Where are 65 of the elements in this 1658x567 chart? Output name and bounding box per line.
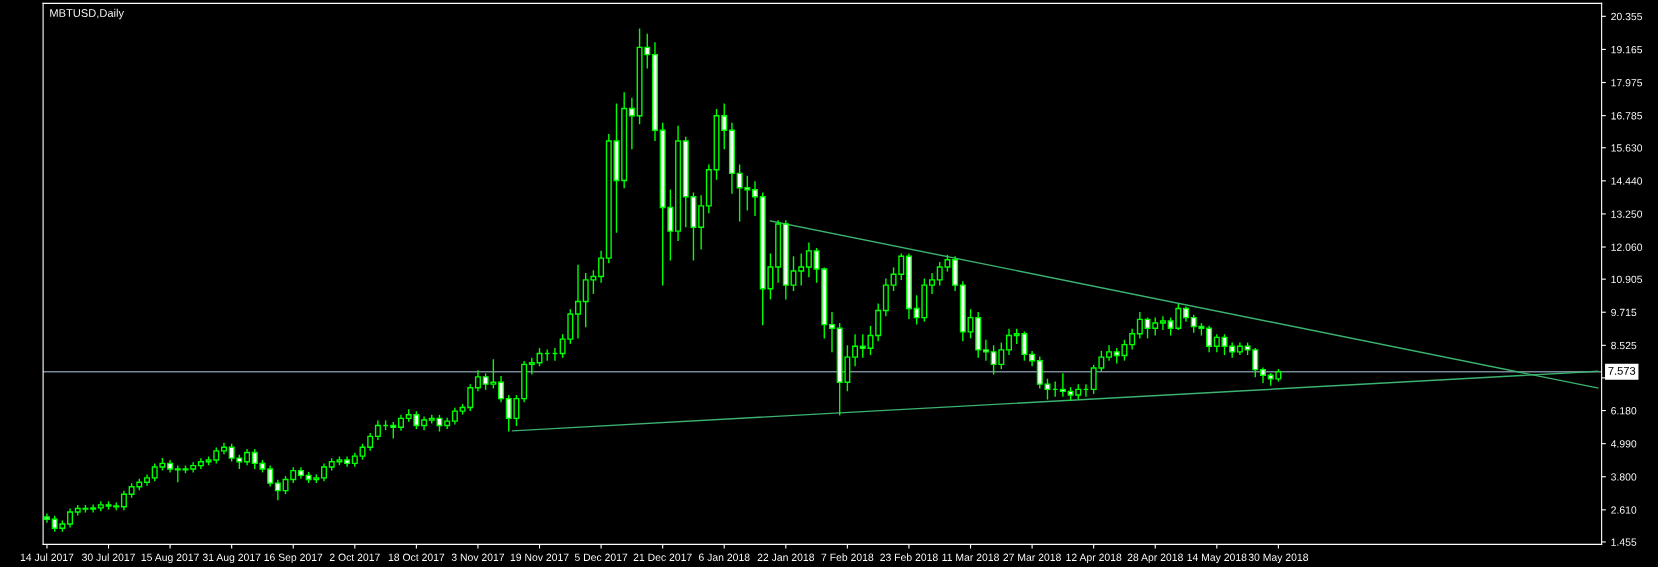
candlestick	[828, 311, 835, 353]
candlestick	[1206, 325, 1213, 353]
x-tick-label: 5 Dec 2017	[574, 553, 628, 561]
candlestick	[528, 357, 535, 375]
x-tick-label: 15 Aug 2017	[141, 553, 199, 564]
candlestick	[1006, 328, 1013, 356]
candlestick	[1136, 311, 1143, 339]
candlestick	[752, 181, 759, 217]
y-tick-label: 9.715	[1611, 308, 1637, 317]
y-tick-label: 17.975	[1611, 79, 1643, 87]
x-tick-label: 12 Apr 2018	[1066, 553, 1122, 564]
candlestick	[698, 195, 705, 250]
x-tick-label: 21 Dec 2017	[633, 553, 692, 561]
candlestick	[1106, 345, 1113, 361]
y-tick-label: 20.355	[1611, 12, 1643, 21]
x-tick-label: 27 Mar 2018	[1003, 553, 1061, 561]
candlestick	[120, 490, 127, 511]
x-tick-label: 16 Sep 2017	[264, 553, 323, 564]
y-tick-label: 1.455	[1611, 538, 1637, 546]
x-tick-label: 18 Oct 2017	[388, 553, 445, 561]
x-tick-label: 3 Nov 2017	[451, 553, 505, 561]
candlestick	[474, 370, 481, 392]
candlestick	[1159, 316, 1166, 331]
x-tick-label: 22 Jan 2018	[757, 553, 815, 561]
candlestick	[982, 339, 989, 361]
y-tick-label: 2.610	[1611, 506, 1637, 514]
y-tick-label: 4.990	[1610, 440, 1637, 448]
y-tick-label: 12.060	[1611, 243, 1643, 251]
candlestick	[90, 504, 97, 513]
y-tick-label: 6.180	[1611, 407, 1637, 415]
x-tick-label: 28 Apr 2018	[1127, 553, 1183, 564]
y-tick-label: 14.440	[1611, 177, 1643, 185]
candlestick	[575, 264, 582, 339]
y-tick-label: 15.630	[1611, 144, 1643, 152]
x-tick-label: 30 May 2018	[1248, 553, 1309, 564]
candlestick	[498, 375, 505, 403]
x-tick-label: 2 Oct 2017	[329, 553, 380, 561]
candlestick	[805, 242, 812, 278]
candlestick	[929, 273, 936, 294]
candlestick	[197, 458, 204, 470]
x-tick-label: 31 Aug 2017	[202, 553, 261, 564]
y-tick-label: 16.785	[1611, 112, 1643, 120]
x-tick-label: 11 Mar 2018	[942, 553, 999, 561]
y-tick-label: 8.525	[1611, 341, 1637, 350]
candlestick	[598, 250, 605, 283]
chart-title: MBTUSD,Daily	[50, 8, 125, 20]
candlestick	[852, 334, 859, 367]
x-tick-label: 7 Feb 2018	[821, 553, 874, 561]
y-tick-label: 19.165	[1611, 45, 1643, 54]
x-tick-label: 6 Jan 2018	[699, 553, 750, 561]
y-tick-label: 10.905	[1611, 275, 1643, 284]
y-tick-label: 13.250	[1611, 210, 1643, 218]
ref-line-label: 7.573	[1608, 366, 1636, 375]
candlestick	[374, 420, 381, 440]
candlestick	[1059, 373, 1066, 397]
x-tick-label: 19 Nov 2017	[510, 553, 569, 561]
candlestick	[1129, 328, 1136, 350]
x-tick-label: 30 Jul 2017	[81, 553, 135, 561]
candlestick	[267, 465, 274, 487]
y-tick-label: 3.800	[1611, 473, 1637, 481]
x-tick-label: 23 Feb 2018	[880, 553, 938, 561]
candlestick	[274, 479, 281, 501]
x-tick-label: 14 May 2018	[1187, 553, 1247, 564]
candlestick	[628, 97, 635, 150]
x-tick-label: 14 Jul 2017	[20, 553, 74, 561]
